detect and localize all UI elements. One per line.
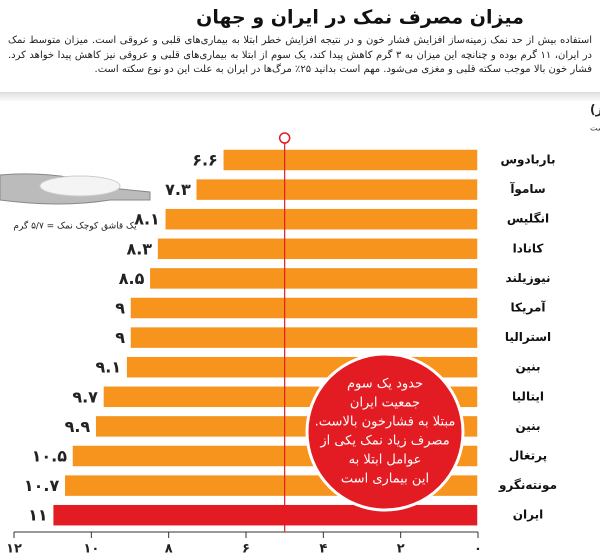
intro-text: استفاده بیش از حد نمک زمینه‌ساز افزایش ف… (8, 35, 592, 75)
callout-text: این بیماری است (341, 472, 429, 487)
callout-text: جمعیت ایران (350, 396, 420, 411)
category-label: پرتغال (509, 449, 547, 463)
callout-text: حدود یک سوم (347, 377, 423, 392)
value-label: ۶.۶ (192, 151, 218, 170)
callout-text: عوامل ابتلا به (349, 453, 422, 468)
category-label: کانادا (513, 241, 544, 255)
header-band (0, 92, 600, 102)
x-tick-label: ۴ (319, 542, 327, 557)
value-label: ۸.۵ (119, 269, 145, 288)
value-label: ۸.۱ (134, 210, 160, 229)
value-label: ۹.۷ (72, 387, 98, 406)
reference-note: حداکثر میزان توصیه شده برای مصرف روزانه … (590, 123, 600, 133)
value-label: ۹.۹ (65, 417, 91, 436)
x-tick-label: ۱۲ (6, 542, 22, 557)
category-label: انگلیس (507, 212, 549, 226)
category-label: باربادوس (500, 153, 555, 168)
spoon-note: یک قاشق کوچک نمک = ۵/۷ گرم (13, 220, 137, 232)
callout-text: مبتلا به فشارخون بالاست. (315, 415, 456, 430)
category-label: ایران (513, 508, 543, 522)
category-label: ایتالیا (512, 389, 544, 403)
category-label: نیوزیلند (505, 271, 550, 286)
x-tick-label: ۶ (242, 542, 250, 557)
bar (51, 503, 479, 527)
category-label: مونته‌نگرو (498, 478, 557, 493)
category-label: آمریکا (511, 300, 547, 315)
callout-circle (305, 352, 465, 512)
value-label: ۱۰.۷ (24, 476, 60, 495)
value-label: ۹ (115, 299, 125, 318)
category-label: استرالیا (505, 330, 551, 344)
bar (148, 266, 479, 291)
bar (156, 237, 479, 261)
bar (222, 148, 479, 172)
bar (164, 207, 479, 231)
x-tick-label: ۰ (474, 542, 482, 557)
value-label: ۸.۳ (126, 239, 152, 258)
category-label: بنین (515, 419, 540, 433)
chart-title: میزان مصرف نمک در ایران و جهان (196, 7, 524, 29)
value-label: ۷.۳ (165, 180, 191, 199)
bar (194, 177, 479, 202)
plot: باربادوس ۶.۶ ساموآ ۷.۳ انگلیس ۸.۱ کانادا ۸.۳ نیو… (6, 132, 557, 557)
value-label: ۹.۱ (96, 358, 122, 377)
callout-text: مصرف زیاد نمک یکی از (319, 434, 449, 449)
x-tick-label: ۲ (397, 542, 405, 557)
chart-subtitle: میانگین مصرف نمک در میان افراد بالغ (گرم… (590, 103, 600, 118)
spoon (0, 173, 151, 205)
x-tick-label: ۸ (165, 542, 173, 557)
bar (129, 296, 479, 320)
category-label: بنین (515, 360, 540, 374)
value-label: ۹ (115, 328, 125, 347)
value-label: ۱۱ (28, 506, 48, 525)
bar (129, 325, 479, 350)
x-tick-label: ۱۰ (83, 542, 99, 557)
value-label: ۱۰.۵ (32, 447, 68, 466)
category-label: ساموآ (509, 181, 545, 197)
reference-marker (278, 132, 291, 144)
